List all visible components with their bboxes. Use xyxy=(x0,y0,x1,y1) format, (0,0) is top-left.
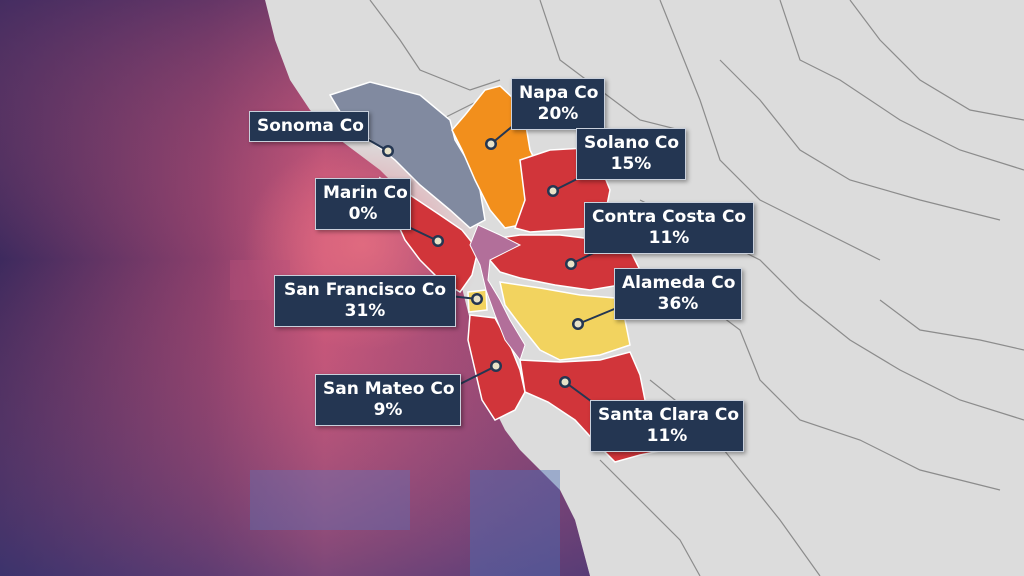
label-napa: Napa Co 20% xyxy=(511,78,605,130)
pin-dot-contra-costa xyxy=(567,260,575,268)
ocean-block xyxy=(250,470,410,530)
leader-line-san-mateo xyxy=(457,365,497,386)
label-santa-clara: Santa Clara Co 11% xyxy=(590,400,744,452)
pin-dot-alameda xyxy=(574,320,582,328)
county-shape-alameda xyxy=(499,281,631,361)
label-alameda: Alameda Co 36% xyxy=(614,268,742,320)
label-san-francisco: San Francisco Co 31% xyxy=(274,275,456,327)
label-contra-costa: Contra Costa Co 11% xyxy=(584,202,754,254)
label-sonoma: Sonoma Co xyxy=(249,111,369,142)
pin-dot-sonoma xyxy=(384,147,392,155)
label-solano: Solano Co 15% xyxy=(576,128,686,180)
county-value-solano: 15% xyxy=(610,154,652,174)
county-value-marin: 0% xyxy=(348,204,378,224)
county-name-sonoma: Sonoma Co xyxy=(257,116,364,136)
label-marin: Marin Co 0% xyxy=(315,178,411,230)
county-name-solano: Solano Co xyxy=(584,133,680,153)
county-name-marin: Marin Co xyxy=(323,183,408,203)
pin-dot-san-francisco xyxy=(473,295,481,303)
county-value-contra-costa: 11% xyxy=(648,228,690,248)
pin-dot-solano xyxy=(549,187,557,195)
county-name-santa-clara: Santa Clara Co xyxy=(598,405,740,425)
pin-dot-napa xyxy=(487,140,495,148)
pin-dot-san-mateo xyxy=(492,362,500,370)
county-name-alameda: Alameda Co xyxy=(622,273,736,293)
bay-water xyxy=(469,224,526,362)
county-value-napa: 20% xyxy=(537,104,579,124)
county-name-napa: Napa Co xyxy=(519,83,599,103)
county-name-contra-costa: Contra Costa Co xyxy=(592,207,747,227)
pin-dot-santa-clara xyxy=(561,378,569,386)
county-value-san-mateo: 9% xyxy=(373,400,403,420)
county-value-alameda: 36% xyxy=(657,294,699,314)
county-name-san-francisco: San Francisco Co xyxy=(283,280,447,300)
ocean-block xyxy=(470,470,560,576)
county-value-san-francisco: 31% xyxy=(344,301,386,321)
county-value-santa-clara: 11% xyxy=(646,426,688,446)
county-name-san-mateo: San Mateo Co xyxy=(323,379,455,399)
label-san-mateo: San Mateo Co 9% xyxy=(315,374,461,426)
pin-dot-marin xyxy=(434,237,442,245)
